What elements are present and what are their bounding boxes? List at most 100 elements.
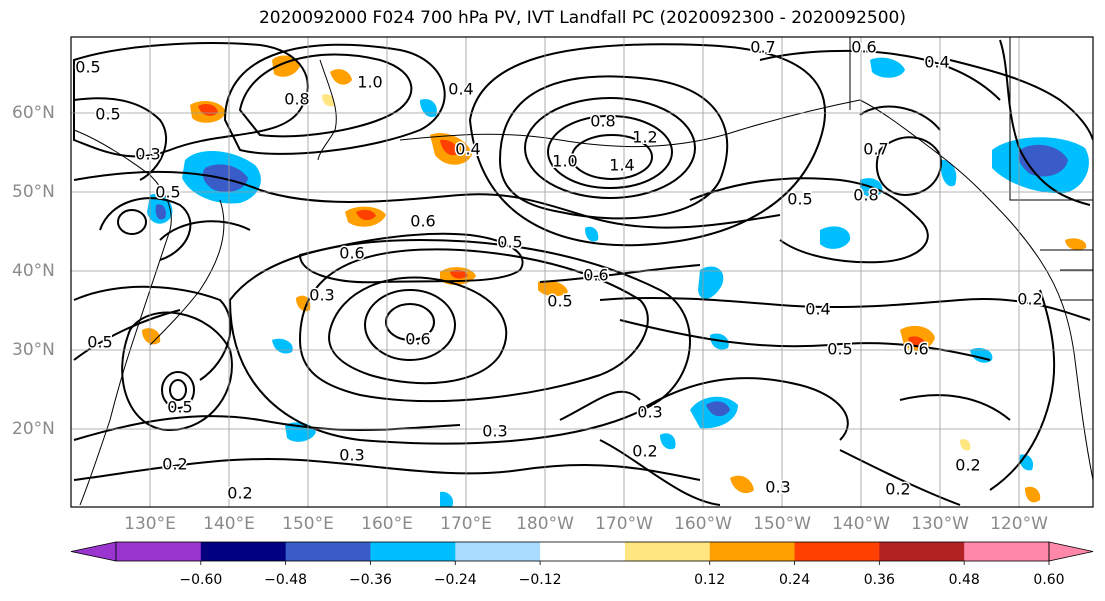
pv-contour-0.5	[999, 39, 1091, 206]
negative-anomaly-patch	[585, 226, 599, 242]
contour-label: 0.5	[95, 105, 120, 124]
pv-contour-0.4	[599, 296, 1091, 321]
contour-label: 0.5	[787, 190, 812, 209]
negative-anomaly-patch	[698, 266, 724, 300]
contour-label: 0.3	[339, 446, 364, 465]
positive-anomaly-patch	[1065, 238, 1087, 250]
colorbar-tick-label: 0.48	[948, 572, 980, 588]
colorbar-tick-label: −0.12	[518, 572, 562, 588]
positive-anomaly-patch	[330, 69, 352, 85]
pv-contour-0.3	[73, 285, 232, 381]
pv-contour-1.4	[571, 134, 653, 180]
pv-contour-0.5	[619, 319, 991, 361]
positive-anomaly-patch	[142, 328, 161, 345]
pv-contour-0.5	[689, 177, 929, 264]
contour-label: 0.5	[497, 233, 522, 252]
pv-contour-0.6	[385, 303, 435, 341]
lon-label-160w: 160°W	[674, 514, 732, 534]
contour-label: 0.2	[955, 456, 980, 475]
colorbar-tick-label: −0.48	[264, 572, 308, 588]
lon-label-170w: 170°W	[595, 514, 653, 534]
alaska-coastline	[859, 99, 1093, 481]
lat-label-60n: 60°N	[12, 103, 55, 123]
pv-contour-0.3	[639, 377, 849, 441]
contour-label: 0.2	[162, 455, 187, 474]
contour-label: 1.4	[609, 156, 634, 175]
contour-label: 0.4	[448, 80, 473, 99]
lon-label-130w: 130°W	[911, 514, 969, 534]
contour-labels: 0.7 0.6 0.4 0.5 1.0 0.8 0.4 0.5 0.3 0.8 1.2 1.4 1.0 0…	[74, 37, 1044, 504]
contour-label: 1.2	[632, 128, 657, 147]
contour-label: 0.6	[339, 244, 364, 263]
positive-anomaly-patch	[322, 94, 335, 107]
pv-contour-0.5	[73, 309, 181, 361]
colorbar-frame	[115, 541, 1050, 562]
pv-contour-1.2	[547, 115, 673, 189]
contour-label: 0.6	[851, 38, 876, 57]
pv-contour-0.5	[328, 276, 508, 385]
contour-label: 0.5	[547, 292, 572, 311]
pv-contours	[73, 39, 1093, 506]
negative-anomaly-core	[155, 204, 166, 220]
pv-contour-0.4	[949, 59, 1093, 141]
negative-anomaly-patch	[940, 159, 957, 187]
map-title: 2020092000 F024 700 hPa PV, IVT Landfall…	[258, 8, 906, 28]
negative-anomaly-patch	[420, 98, 437, 118]
contour-label: 0.2	[1017, 290, 1042, 309]
contour-label: 0.3	[482, 422, 507, 441]
colorbar-tick-label: 0.60	[1033, 572, 1065, 588]
lon-label-180w: 180°W	[516, 514, 574, 534]
us-states-border	[1040, 249, 1093, 301]
colorbar-segment	[285, 542, 371, 561]
positive-anomaly-patch	[1025, 486, 1041, 503]
lon-label-150w: 150°W	[753, 514, 811, 534]
lat-label-50n: 50°N	[12, 182, 55, 202]
contour-label: 0.5	[75, 58, 100, 77]
pv-contour-0.3	[121, 311, 233, 432]
lon-label-150e: 150°E	[282, 514, 334, 534]
contour-label: 0.7	[750, 38, 775, 57]
contour-label: 0.6	[410, 212, 435, 231]
pv-contour-0.5	[73, 170, 781, 229]
lon-label-160e: 160°E	[361, 514, 413, 534]
pv-contour-0.6	[875, 136, 942, 197]
colorbar-segment	[540, 542, 626, 561]
colorbar-extend-high	[1048, 541, 1094, 562]
positive-anomaly-core	[440, 139, 459, 156]
contour-label: 0.8	[590, 112, 615, 131]
colorbar	[70, 541, 1094, 565]
pv-contour-0.3	[159, 220, 251, 241]
pv-contour-0.7	[859, 105, 941, 131]
contour-label: 0.2	[632, 442, 657, 461]
pv-contour-0.4	[73, 97, 167, 181]
pv-contour-0.3	[99, 197, 192, 261]
contour-label: 0.8	[284, 90, 309, 109]
pv-contour-0.2	[73, 458, 701, 481]
pv-contour-0.6	[759, 49, 1001, 101]
lon-label-170e: 170°E	[440, 514, 492, 534]
pv-contour-0.6	[73, 42, 309, 158]
colorbar-segment	[370, 542, 456, 561]
contour-label: 0.5	[167, 398, 192, 417]
pv-contour-0.4	[298, 248, 649, 403]
colorbar-segment	[200, 542, 287, 561]
pv-contour-1.0	[238, 53, 413, 138]
colorbar-segment	[879, 542, 965, 561]
lon-label-130e: 130°E	[124, 514, 176, 534]
positive-anomaly-patch	[538, 280, 568, 297]
pv-contour-1.0	[524, 97, 696, 199]
contour-label: 0.3	[309, 286, 334, 305]
colorbar-tick-label: 0.12	[694, 572, 726, 588]
pv-contour-0.2	[599, 439, 721, 506]
contour-label: 1.0	[552, 152, 577, 171]
contour-label: 0.3	[135, 145, 160, 164]
colorbar-segment	[964, 542, 1050, 561]
positive-anomaly-patch	[296, 295, 311, 312]
contour-label: 0.4	[924, 53, 949, 72]
negative-anomaly-core	[706, 401, 730, 417]
pv-contour-0.8	[223, 43, 446, 155]
contour-label: 0.6	[405, 330, 430, 349]
colorbar-tick-label: −0.60	[179, 572, 223, 588]
contour-label: 0.8	[853, 186, 878, 205]
pv-contour-0.8	[498, 75, 729, 220]
